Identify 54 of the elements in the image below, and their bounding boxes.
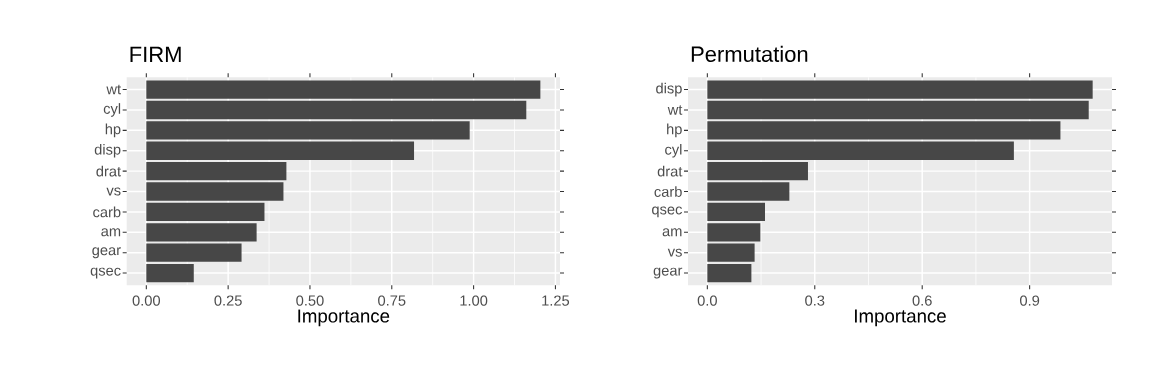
bar <box>146 161 287 181</box>
y-tick-label: drat <box>96 165 121 177</box>
bar <box>146 223 257 242</box>
y-tick-label: qsec <box>652 206 683 218</box>
bar <box>146 263 194 283</box>
bar <box>146 202 265 222</box>
y-tick-label: gear <box>92 247 121 259</box>
bar <box>707 182 790 201</box>
y-tick-label: cyl <box>665 143 682 158</box>
x-tick-label: 0.3 <box>805 295 825 306</box>
x-tick-label: 0.6 <box>912 295 932 306</box>
bar <box>707 100 1089 120</box>
bar <box>707 141 1014 160</box>
bar <box>707 263 752 283</box>
bar <box>146 80 541 99</box>
y-tick-label: carb <box>93 206 121 218</box>
x-tick-label: 1.00 <box>460 295 488 306</box>
y-tick-label: vs <box>667 248 682 257</box>
x-axis-title: Importance <box>298 309 390 327</box>
bar <box>146 243 242 262</box>
bar <box>707 223 761 242</box>
x-tick-label: 0.9 <box>1020 295 1040 306</box>
x-tick-label: 0.25 <box>214 295 242 306</box>
bar <box>146 100 527 120</box>
y-tick-label: vs <box>106 187 121 196</box>
x-tick-label: 0.00 <box>132 295 160 306</box>
bar <box>146 121 470 140</box>
x-tick-label: 0.50 <box>296 295 324 306</box>
y-tick-label: qsec <box>90 267 121 279</box>
x-tick-label: 0.75 <box>378 295 406 306</box>
bar <box>146 182 284 201</box>
chart-title: FIRM <box>130 46 181 62</box>
y-tick-label: cyl <box>103 103 121 117</box>
bar <box>707 80 1093 99</box>
y-tick-label: carb <box>654 186 682 197</box>
bar <box>707 121 1061 140</box>
bar <box>707 161 808 181</box>
chart-title: Permutation <box>691 45 808 62</box>
y-tick-label: wt <box>667 105 683 115</box>
bar <box>707 202 765 222</box>
bar <box>146 141 415 160</box>
y-tick-label: hp <box>667 123 682 138</box>
y-tick-label: disp <box>656 82 682 97</box>
y-tick-label: wt <box>106 84 121 95</box>
y-tick-label: disp <box>94 143 121 158</box>
bar <box>707 243 755 262</box>
y-tick-label: gear <box>653 267 683 279</box>
y-tick-label: am <box>101 228 121 237</box>
x-tick-label: 0.0 <box>697 295 717 306</box>
y-tick-label: am <box>662 228 682 237</box>
y-tick-label: drat <box>657 165 683 177</box>
x-axis-title: Importance <box>855 309 946 327</box>
y-tick-label: hp <box>105 123 121 138</box>
x-tick-label: 1.25 <box>542 295 570 306</box>
